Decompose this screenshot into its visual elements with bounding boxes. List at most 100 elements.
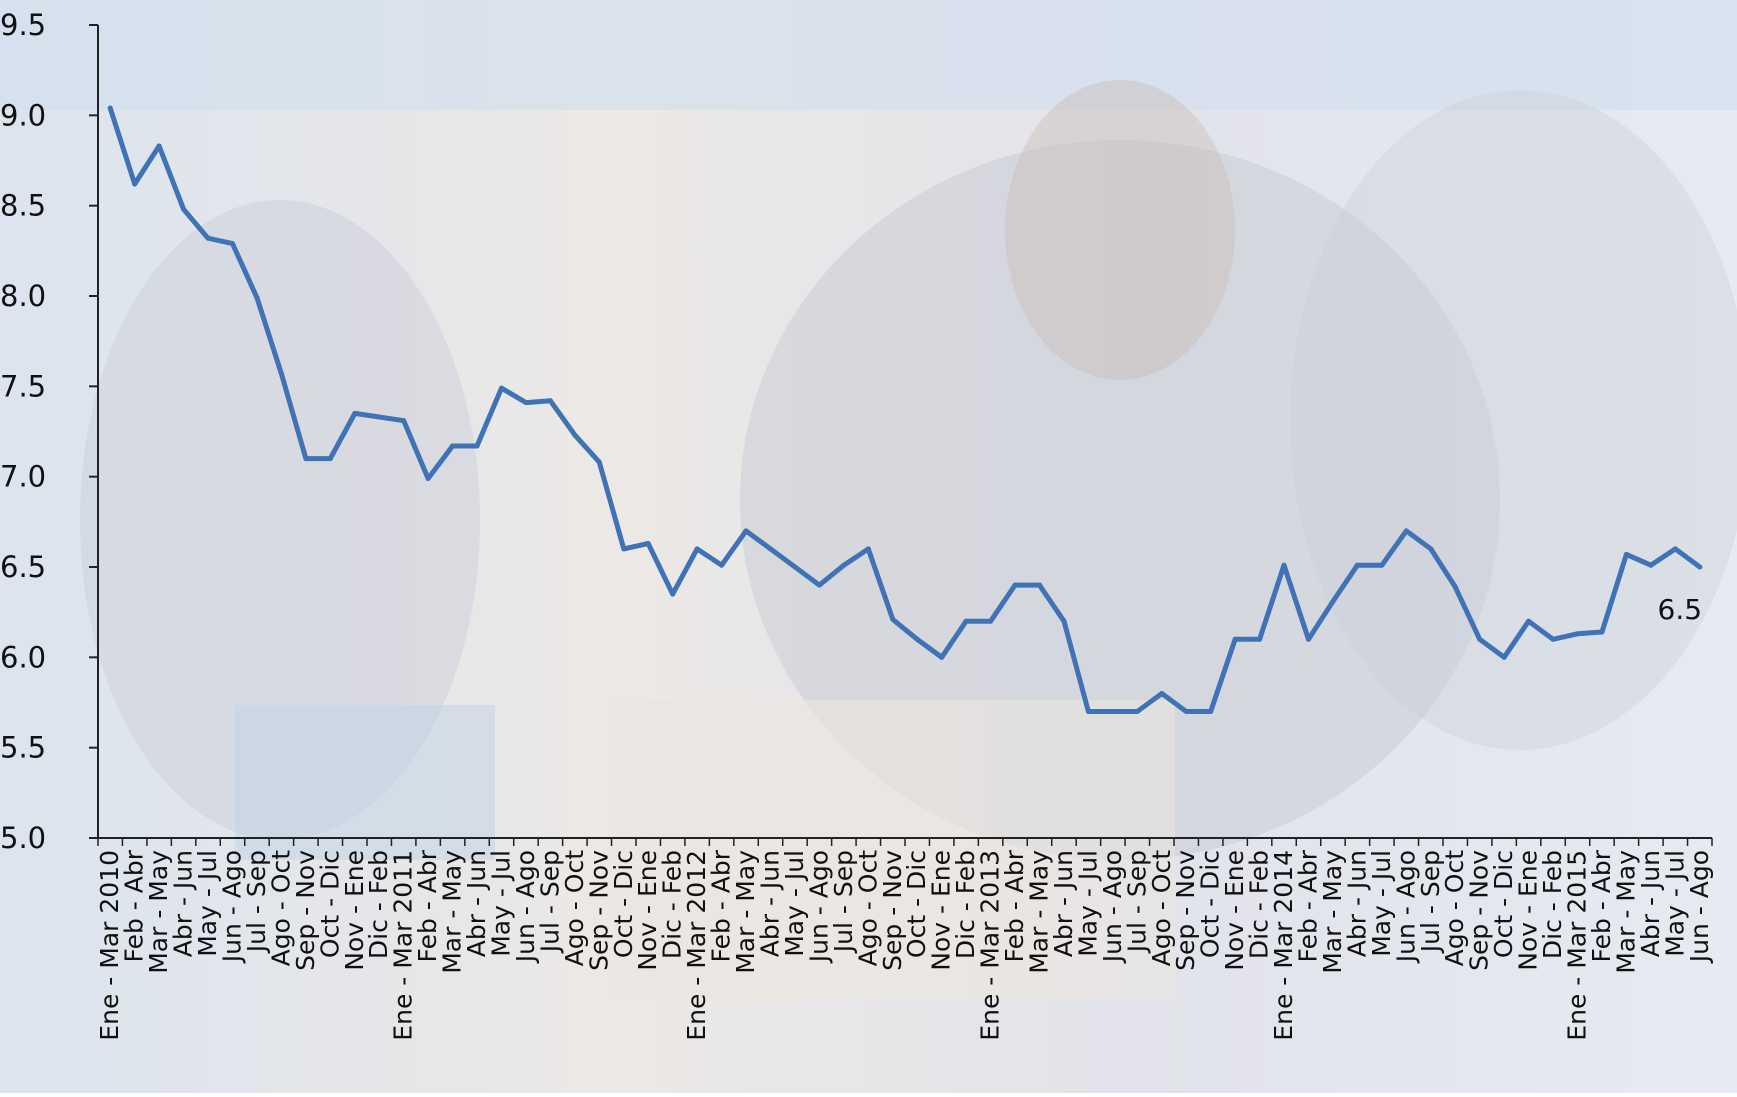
x-tick-label: Ene - Mar 2015 [1563, 850, 1592, 1041]
data-point [841, 562, 847, 568]
x-tick-label: Jul - Sep [242, 850, 271, 954]
y-tick-labels: 5.0 5.5 6.0 6.5 7.0 7.5 8.0 8.5 9.0 9.5 [0, 8, 46, 855]
x-tick-label: Ago - Oct [853, 850, 882, 967]
x-tick-label: Mar - May [1611, 850, 1640, 974]
x-tick-label: Dic - Feb [1538, 850, 1567, 959]
data-point [1306, 636, 1311, 642]
x-tick-label: Sep - Nov [291, 850, 320, 971]
data-point [939, 654, 945, 660]
x-tick-label: Feb - Abr [1294, 849, 1323, 962]
x-tick-label: Sep - Nov [878, 850, 907, 971]
data-point [1037, 582, 1042, 588]
data-point [1379, 562, 1385, 568]
x-tick-label: Ene - Mar 2010 [95, 850, 124, 1041]
data-point [450, 443, 456, 449]
x-tick-label: May - Jul [780, 850, 809, 957]
x-tick-label: May - Jul [1367, 850, 1396, 957]
y-tick-label: 6.5 [0, 550, 46, 584]
data-point [1012, 582, 1018, 588]
data-point [694, 546, 700, 552]
data-point [401, 418, 407, 424]
x-tick-label: Jun - Ago [511, 850, 540, 964]
x-tick-label: Ago - Oct [1440, 850, 1469, 967]
data-point [474, 443, 480, 449]
data-point [743, 528, 749, 534]
data-point [1208, 709, 1214, 715]
data-point [1452, 584, 1458, 590]
data-point [1354, 562, 1360, 568]
x-tick-label: Ago - Oct [266, 850, 295, 967]
x-tick-label: Ene - Mar 2014 [1269, 850, 1298, 1041]
data-point [792, 564, 798, 570]
x-tick-label: Oct - Dic [315, 850, 344, 958]
data-point [1085, 709, 1091, 715]
data-point [988, 618, 994, 624]
x-tick-label: Jul - Sep [1122, 850, 1151, 954]
data-point [1672, 546, 1678, 552]
data-point [1477, 636, 1483, 642]
x-tick-label: Abr - Jun [1049, 850, 1078, 957]
data-point [1501, 654, 1507, 660]
data-point [1697, 564, 1703, 570]
x-tick-label: Abr - Jun [462, 850, 491, 957]
data-point [1232, 636, 1238, 642]
x-tick-label: Mar - May [438, 850, 467, 974]
data-point [1526, 618, 1532, 624]
x-tick-label: Nov - Ene [1220, 850, 1249, 971]
x-tick-label: Abr - Jun [1342, 850, 1371, 957]
data-point [352, 410, 358, 416]
data-point [963, 618, 969, 624]
x-tick-label: Mar - May [1025, 850, 1054, 974]
data-point [1403, 528, 1409, 534]
data-point [230, 241, 235, 247]
data-point [327, 456, 333, 462]
data-point [303, 456, 309, 462]
data-point [596, 459, 602, 465]
x-tick-label: Dic - Feb [951, 850, 980, 959]
x-tick-label: Oct - Dic [1196, 850, 1225, 958]
data-point [621, 546, 627, 552]
data-point [670, 591, 676, 597]
x-tick-label: May - Jul [1660, 850, 1689, 957]
x-tick-label: Feb - Abr [413, 849, 442, 962]
x-tick-label: Dic - Feb [658, 850, 687, 959]
x-tick-label: Mar - May [144, 850, 173, 974]
data-point [1623, 551, 1629, 557]
x-tick-label: May - Jul [487, 850, 516, 957]
x-tick-label: Sep - Nov [1465, 850, 1494, 971]
x-tick-label: Jun - Ago [1685, 850, 1714, 964]
data-point [254, 295, 260, 301]
data-point [425, 475, 431, 481]
x-tick-label: Jun - Ago [804, 850, 833, 964]
x-tick-label: Nov - Ene [927, 850, 956, 971]
axes [89, 24, 1713, 846]
x-tick-label: Ago - Oct [1147, 850, 1176, 967]
y-tick-label: 8.5 [0, 189, 46, 223]
data-point [1550, 636, 1556, 642]
x-tick-label: Jul - Sep [1416, 850, 1445, 954]
x-tick-label: Oct - Dic [1489, 850, 1518, 958]
x-tick-label: Mar - May [1318, 850, 1347, 974]
data-point [181, 206, 187, 212]
data-point [499, 385, 504, 391]
data-point [376, 414, 382, 420]
x-tick-label: Feb - Abr [707, 849, 736, 962]
data-point [890, 616, 896, 622]
data-point [1257, 636, 1263, 642]
x-tick-label: Ene - Mar 2013 [976, 850, 1005, 1041]
x-tick-label: May - Jul [1073, 850, 1102, 957]
data-point [768, 546, 773, 552]
data-point [1428, 546, 1434, 552]
y-tick-label: 5.5 [0, 731, 46, 765]
x-tick-label: Jul - Sep [535, 850, 564, 954]
x-tick-label: Abr - Jun [756, 850, 785, 957]
data-point [1183, 709, 1189, 715]
data-point [1281, 562, 1287, 568]
data-point [865, 546, 871, 552]
data-point [1134, 709, 1140, 715]
x-tick-label: Jun - Ago [1391, 850, 1420, 964]
x-tick-label: Dic - Feb [1245, 850, 1274, 959]
series-line [107, 105, 1703, 714]
